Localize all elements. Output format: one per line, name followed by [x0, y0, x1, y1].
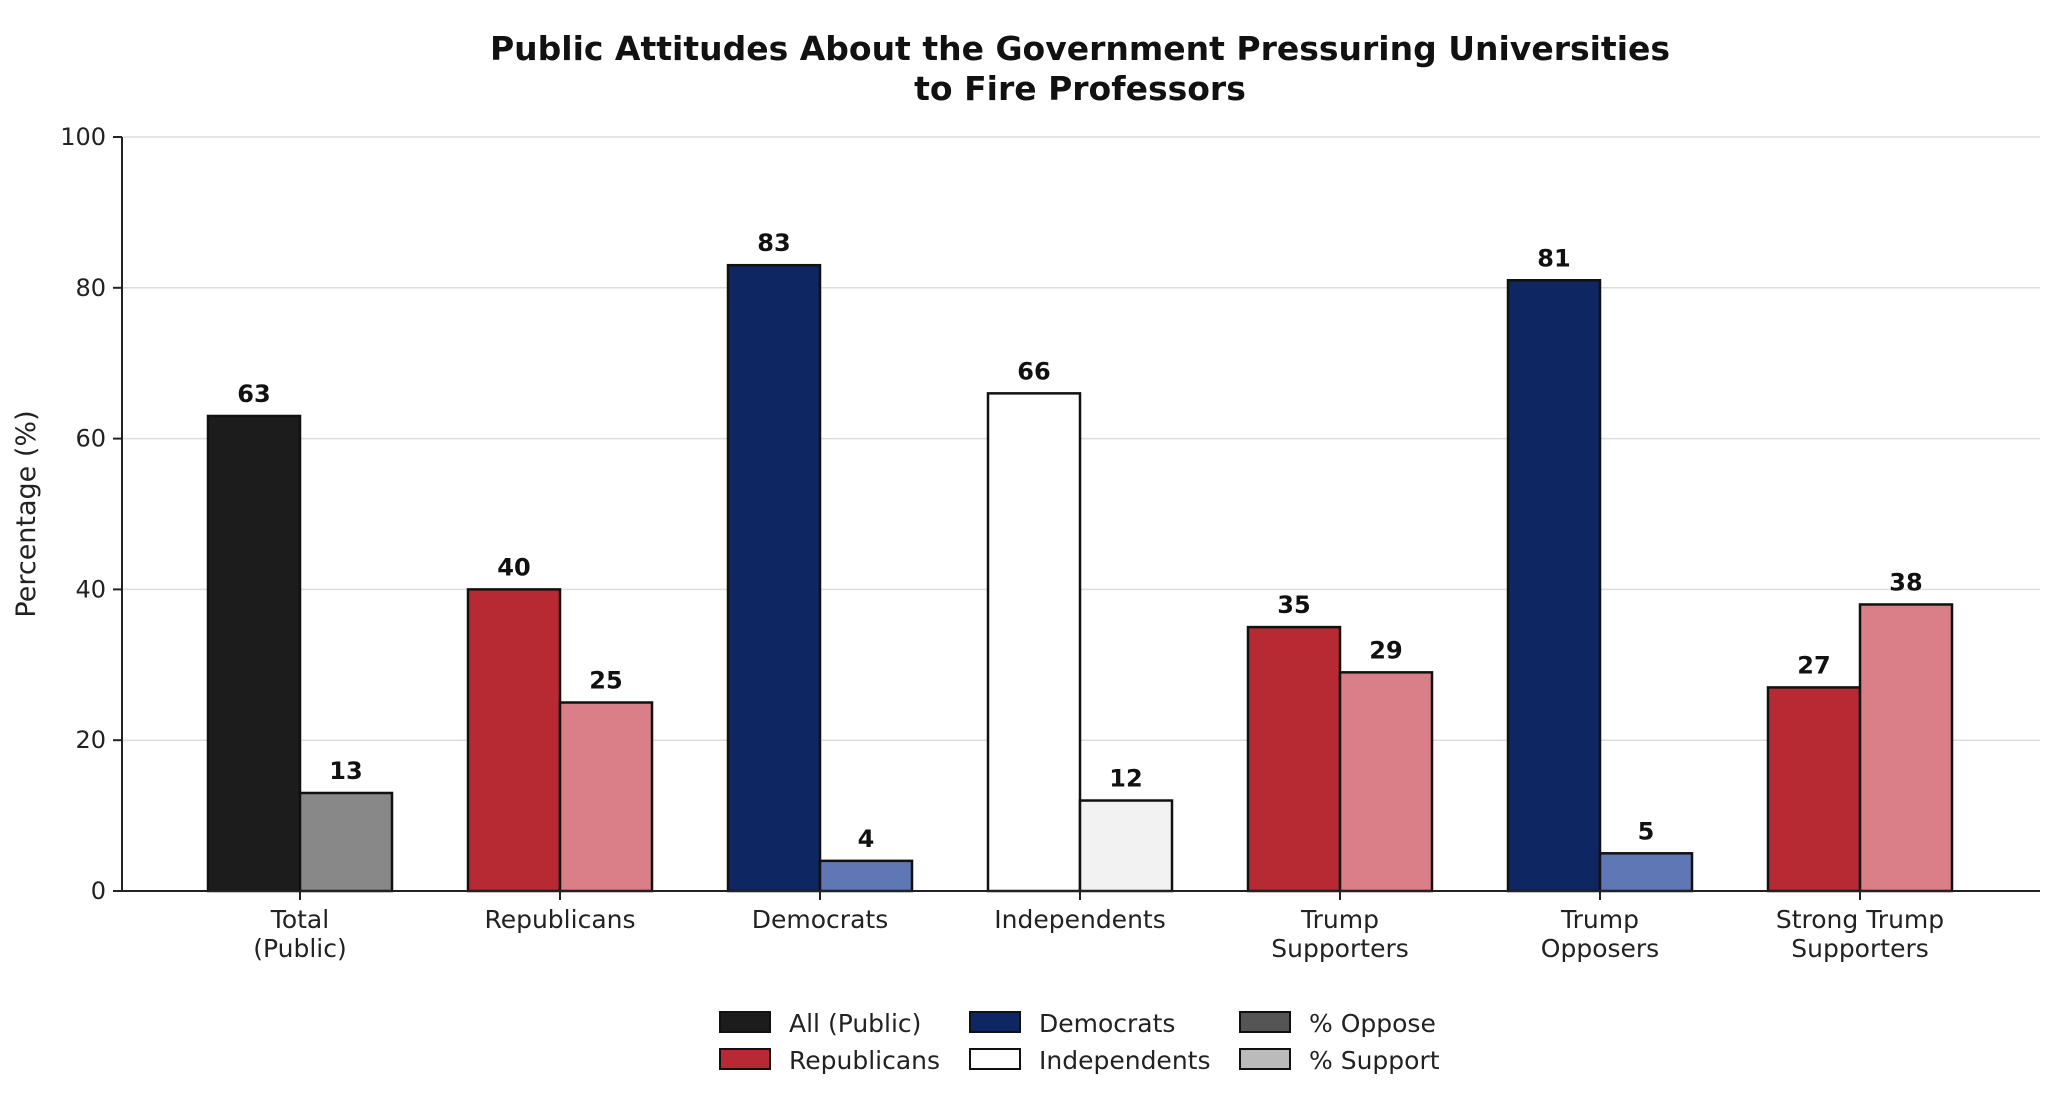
data-label-support-5: 5 [1638, 817, 1655, 845]
data-labels: 63 13 40 25 83 4 66 12 35 29 81 5 27 38 [237, 229, 1922, 853]
data-label-support-6: 38 [1889, 568, 1922, 596]
x-category-label-1-0: Republicans [484, 905, 635, 934]
bar-support-4 [1338, 671, 1434, 893]
bar-support-1 [558, 701, 654, 893]
legend-label-0: All (Public) [789, 1009, 921, 1038]
legend-label-2: Democrats [1039, 1009, 1175, 1038]
x-category-label-2-0: Democrats [752, 905, 888, 934]
y-tick-label-20: 20 [75, 726, 106, 754]
x-category-label-4-0: Trump [1300, 905, 1379, 934]
bar-oppose-5 [1506, 279, 1602, 893]
y-tick-label-100: 100 [60, 123, 106, 151]
data-label-oppose-1: 40 [497, 553, 530, 581]
legend-swatch-0 [719, 1011, 771, 1033]
x-category-label-3-0: Independents [994, 905, 1165, 934]
data-label-oppose-4: 35 [1277, 591, 1310, 619]
x-category-label-0-0: Total [270, 905, 329, 934]
data-label-oppose-6: 27 [1797, 651, 1830, 679]
legend-swatch-2 [969, 1011, 1021, 1033]
y-tick-label-0: 0 [91, 877, 106, 905]
bar-oppose-0 [206, 414, 302, 893]
y-axis-title: Percentage (%) [11, 410, 42, 617]
x-category-labels: Total(Public) Republicans Democrats Indepen… [253, 905, 1944, 963]
x-category-label-5-0: Trump [1560, 905, 1639, 934]
x-category-label-0-1: (Public) [253, 934, 347, 963]
legend-swatch-1 [719, 1048, 771, 1070]
legend-label-5: % Support [1309, 1046, 1440, 1075]
data-label-support-0: 13 [329, 757, 362, 785]
legend-swatch-5 [1239, 1048, 1291, 1070]
bar-support-2 [818, 859, 914, 893]
y-axis-title: Percentage (%) [11, 410, 42, 617]
x-category-label-6-1: Supporters [1791, 934, 1929, 963]
y-tick-labels: 0 20 40 60 80 100 [60, 123, 106, 905]
bar-oppose-2 [726, 263, 822, 893]
data-label-oppose-5: 81 [1537, 244, 1570, 272]
y-tick-label-60: 60 [75, 425, 106, 453]
bar-oppose-6 [1766, 686, 1862, 893]
x-category-label-4-1: Supporters [1271, 934, 1409, 963]
data-label-support-1: 25 [589, 667, 622, 695]
x-category-label-6-0: Strong Trump [1776, 905, 1944, 934]
data-label-support-4: 29 [1369, 636, 1402, 664]
legend-label-4: % Oppose [1309, 1009, 1436, 1038]
legend-swatch-3 [969, 1048, 1021, 1070]
chart-title: Public Attitudes About the Government Pr… [490, 29, 1670, 108]
bar-support-0 [298, 791, 394, 893]
y-tick-label-80: 80 [75, 274, 106, 302]
bar-support-6 [1858, 603, 1954, 893]
bar-support-5 [1598, 852, 1694, 893]
legend-label-1: Republicans [789, 1046, 940, 1075]
bar-support-3 [1078, 799, 1174, 893]
bar-oppose-4 [1246, 625, 1342, 893]
bars [206, 263, 1954, 893]
data-label-oppose-2: 83 [757, 229, 790, 257]
chart-title-line-1: Public Attitudes About the Government Pr… [490, 29, 1670, 68]
legend-swatch-4 [1239, 1011, 1291, 1033]
legend: All (Public) Republicans Democrats Independ… [719, 1009, 1440, 1075]
bar-oppose-3 [986, 392, 1082, 893]
data-label-oppose-0: 63 [237, 380, 270, 408]
axes [113, 136, 2040, 900]
data-label-support-3: 12 [1109, 765, 1142, 793]
chart-title-line-2: to Fire Professors [914, 69, 1246, 108]
data-label-support-2: 4 [858, 825, 875, 853]
y-tick-label-40: 40 [75, 575, 106, 603]
bar-oppose-1 [466, 588, 562, 893]
legend-label-3: Independents [1039, 1046, 1210, 1075]
x-category-label-5-1: Opposers [1541, 934, 1659, 963]
data-label-oppose-3: 66 [1017, 357, 1050, 385]
